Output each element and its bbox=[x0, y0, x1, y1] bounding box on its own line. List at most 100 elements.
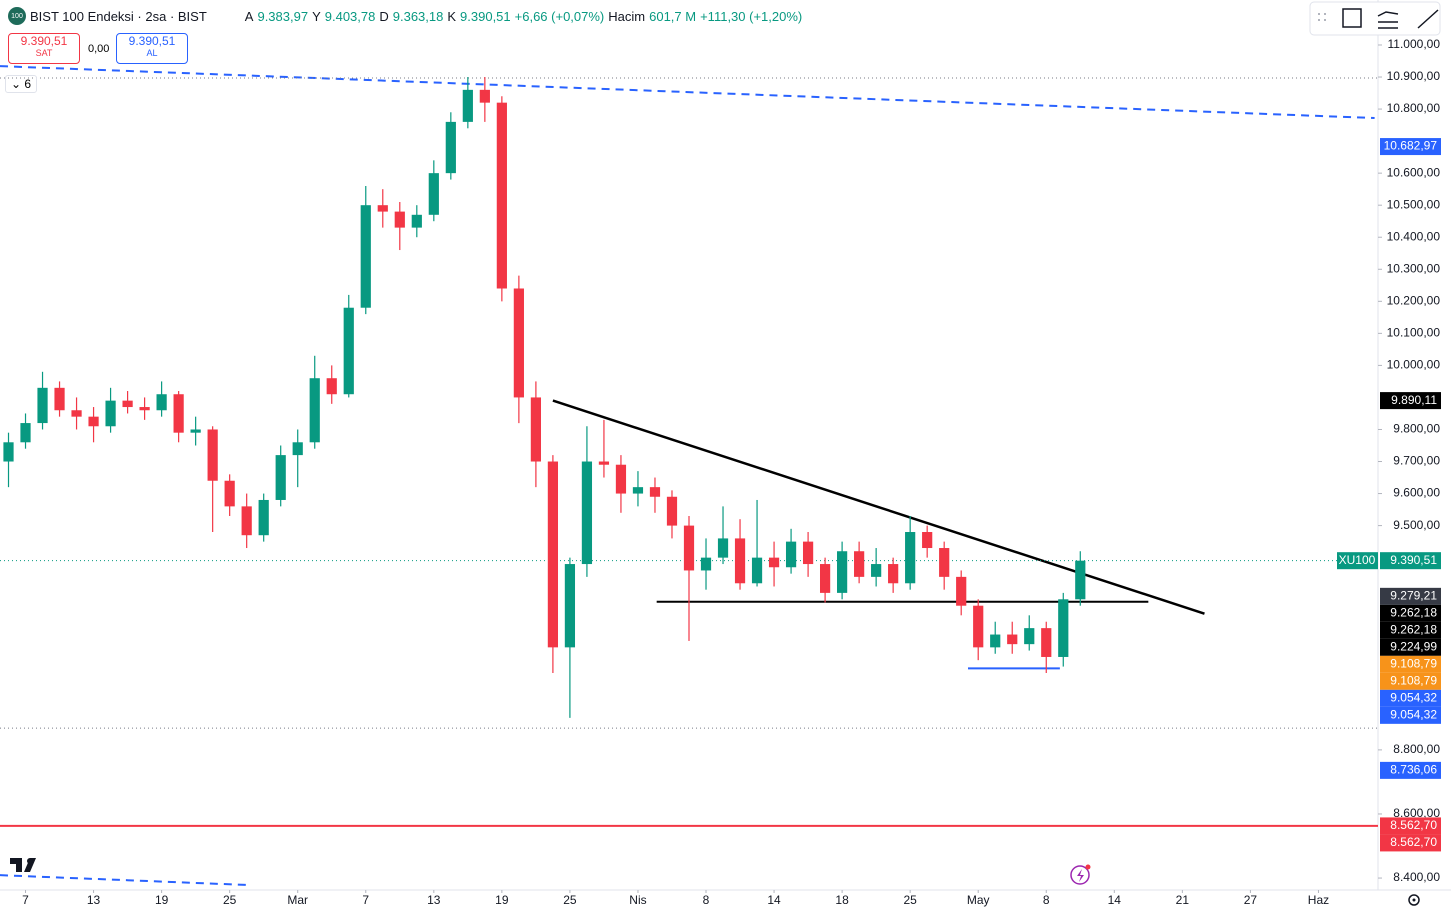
price-label-bg bbox=[1380, 138, 1441, 156]
toolbar bbox=[1309, 1, 1441, 36]
candle-body bbox=[360, 205, 371, 308]
candle-body bbox=[905, 532, 916, 584]
indicators-toggle[interactable]: ⌄ 6 bbox=[5, 75, 38, 93]
candle-body bbox=[615, 464, 627, 494]
candle-body bbox=[1007, 634, 1018, 645]
price-label-bg bbox=[1380, 604, 1441, 622]
candle-body bbox=[581, 461, 593, 565]
price-label-bg bbox=[1380, 817, 1441, 835]
x-tick-label: Nis bbox=[629, 893, 646, 907]
candle-body bbox=[547, 461, 559, 648]
price-label: 9.262,18 bbox=[1390, 606, 1437, 620]
candle-body bbox=[462, 89, 473, 122]
y-tick-label: 10.600,00 bbox=[1387, 165, 1441, 179]
ohlc-value: 9.390,51 bbox=[460, 8, 511, 24]
candle-body bbox=[956, 576, 967, 606]
candle-body bbox=[241, 506, 252, 536]
candle-body bbox=[326, 378, 337, 395]
candle-body bbox=[990, 634, 1001, 648]
candle-body bbox=[973, 605, 984, 648]
price-label: 9.054,32 bbox=[1390, 708, 1437, 722]
candle-body bbox=[428, 173, 439, 215]
candle-body bbox=[513, 288, 524, 398]
change: +6,66 (+0,07%) bbox=[514, 8, 605, 24]
x-tick-label: 14 bbox=[1108, 893, 1122, 907]
tool-line[interactable] bbox=[1417, 9, 1439, 29]
price-label-bg bbox=[1380, 706, 1441, 724]
x-tick-label: May bbox=[967, 893, 990, 907]
candle-body bbox=[258, 499, 269, 536]
tool-fib[interactable] bbox=[1377, 11, 1399, 29]
candle-body bbox=[700, 557, 712, 571]
candle-body bbox=[530, 397, 541, 462]
ohlc-label: A bbox=[244, 8, 254, 24]
symbol-tag-bg bbox=[1337, 552, 1378, 570]
x-tick-label: 19 bbox=[155, 893, 169, 907]
price-label: 9.108,79 bbox=[1390, 674, 1437, 688]
price-label: 9.262,18 bbox=[1390, 623, 1437, 637]
price-label: 9.224,99 bbox=[1390, 640, 1437, 654]
price-label-bg bbox=[1380, 621, 1441, 639]
price-label-bg bbox=[1380, 638, 1441, 656]
candle-body bbox=[122, 400, 133, 408]
candle-body bbox=[854, 551, 865, 577]
candle-body bbox=[751, 557, 763, 584]
y-tick-label: 8.600,00 bbox=[1393, 806, 1440, 820]
ohlc-value: 9.403,78 bbox=[324, 8, 376, 24]
x-tick-label: 13 bbox=[87, 893, 101, 907]
candle-body bbox=[54, 387, 65, 411]
y-tick-label: 10.800,00 bbox=[1387, 101, 1441, 115]
candle-body bbox=[683, 525, 695, 571]
y-tick-label: 11.000,00 bbox=[1388, 37, 1441, 51]
candle-body bbox=[649, 487, 661, 497]
x-tick-label: 25 bbox=[903, 893, 917, 907]
price-label-bg bbox=[1380, 689, 1441, 707]
candle-body bbox=[156, 394, 167, 411]
tv-logo bbox=[10, 858, 36, 872]
sell-button[interactable]: 9.390,51 SAT bbox=[8, 33, 80, 64]
candle-body bbox=[394, 211, 405, 228]
candle-body bbox=[445, 121, 456, 174]
candle-body bbox=[3, 442, 14, 462]
price-label: 9.108,79 bbox=[1390, 657, 1437, 671]
candle-body bbox=[768, 557, 780, 568]
volume: 601,7 M bbox=[649, 8, 697, 24]
candle-body bbox=[190, 429, 201, 433]
settings-icon[interactable] bbox=[1408, 894, 1420, 906]
x-tick-label: 27 bbox=[1244, 893, 1258, 907]
price-label: 8.562,70 bbox=[1390, 835, 1437, 849]
x-tick-label: Haz bbox=[1308, 893, 1329, 907]
y-tick-label: 9.700,00 bbox=[1393, 454, 1440, 468]
price-label-bg bbox=[1380, 672, 1441, 690]
logo: 100 bbox=[8, 7, 26, 25]
buy-button[interactable]: 9.390,51 AL bbox=[116, 33, 188, 64]
x-tick-label: 7 bbox=[22, 893, 29, 907]
x-tick-label: 8 bbox=[703, 893, 710, 907]
candle-body bbox=[105, 400, 116, 427]
candle-body bbox=[598, 461, 610, 465]
y-tick-label: 9.600,00 bbox=[1393, 486, 1440, 500]
candle-body bbox=[343, 307, 354, 395]
tool-rect[interactable] bbox=[1342, 8, 1362, 28]
flash-icon[interactable] bbox=[1070, 864, 1091, 885]
drawing-line bbox=[0, 65, 1375, 120]
drawing-line bbox=[552, 399, 1205, 615]
candle-body bbox=[71, 410, 82, 417]
buy-price: 9.390,51 bbox=[128, 34, 176, 48]
y-tick-label: 8.800,00 bbox=[1393, 742, 1440, 756]
drawing-line bbox=[0, 874, 251, 887]
ohlc-value: 9.383,97 bbox=[257, 8, 309, 24]
candle-body bbox=[207, 429, 218, 481]
candle-body bbox=[1075, 560, 1086, 600]
indicator-count: 6 bbox=[24, 77, 32, 91]
symbol[interactable]: BIST 100 Endeksi · 2sa · BIST bbox=[30, 8, 207, 24]
candle-body bbox=[939, 548, 950, 577]
x-tick-label: 8 bbox=[1043, 893, 1050, 907]
candle-body bbox=[717, 538, 729, 558]
candle-body bbox=[871, 564, 882, 577]
y-tick-label: 10.000,00 bbox=[1387, 358, 1441, 372]
price-label-bg bbox=[1380, 834, 1441, 852]
candle-body bbox=[88, 416, 99, 427]
